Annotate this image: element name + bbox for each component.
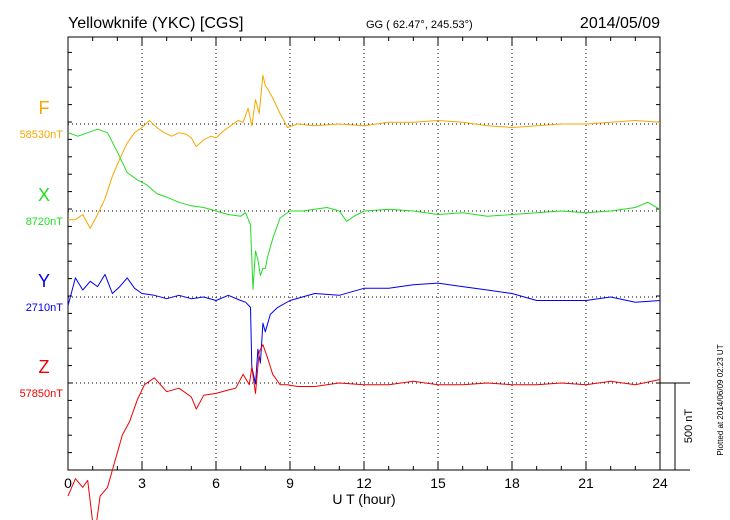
coordinates-label: GG ( 62.47°, 245.53°) bbox=[366, 19, 473, 31]
series-lines bbox=[67, 74, 661, 520]
component-labels: F 58530nT X 8720nT Y 2710nT Z 57850nT bbox=[20, 98, 64, 400]
x-tick-label: 0 bbox=[64, 475, 72, 491]
x-tick-label: 21 bbox=[578, 475, 594, 491]
component-base-z: 57850nT bbox=[20, 388, 64, 400]
x-axis-title: U T (hour) bbox=[332, 491, 395, 507]
station-title: Yellowknife (YKC) [CGS] bbox=[68, 15, 243, 32]
component-letter-f: F bbox=[39, 98, 50, 118]
series-line-x bbox=[67, 128, 661, 290]
plot-credit: Plotted at 2014/06/09 02:23 UT bbox=[716, 344, 725, 455]
component-letter-y: Y bbox=[38, 271, 50, 291]
x-tick-label: 12 bbox=[356, 475, 372, 491]
x-tick-label: 3 bbox=[138, 475, 146, 491]
component-letter-x: X bbox=[38, 185, 50, 205]
scale-bar-label: 500 nT bbox=[683, 409, 695, 444]
x-tick-label: 18 bbox=[504, 475, 520, 491]
series-line-z bbox=[67, 344, 661, 520]
x-tick-label: 9 bbox=[286, 475, 294, 491]
x-tick-label: 15 bbox=[430, 475, 446, 491]
scale-bar: 500 nT bbox=[660, 382, 695, 471]
x-tick-label: 6 bbox=[212, 475, 220, 491]
component-base-y: 2710nT bbox=[26, 302, 64, 314]
axis-ticks: 0 3 6 9 12 15 18 21 24 bbox=[64, 37, 668, 491]
series-line-f bbox=[68, 74, 661, 229]
component-base-x: 8720nT bbox=[26, 216, 64, 228]
component-base-f: 58530nT bbox=[20, 129, 64, 141]
x-tick-label: 24 bbox=[652, 475, 668, 491]
grid-lines bbox=[141, 37, 587, 470]
component-letter-z: Z bbox=[39, 357, 50, 377]
series-line-y bbox=[67, 273, 661, 385]
date-label: 2014/05/09 bbox=[580, 15, 660, 32]
